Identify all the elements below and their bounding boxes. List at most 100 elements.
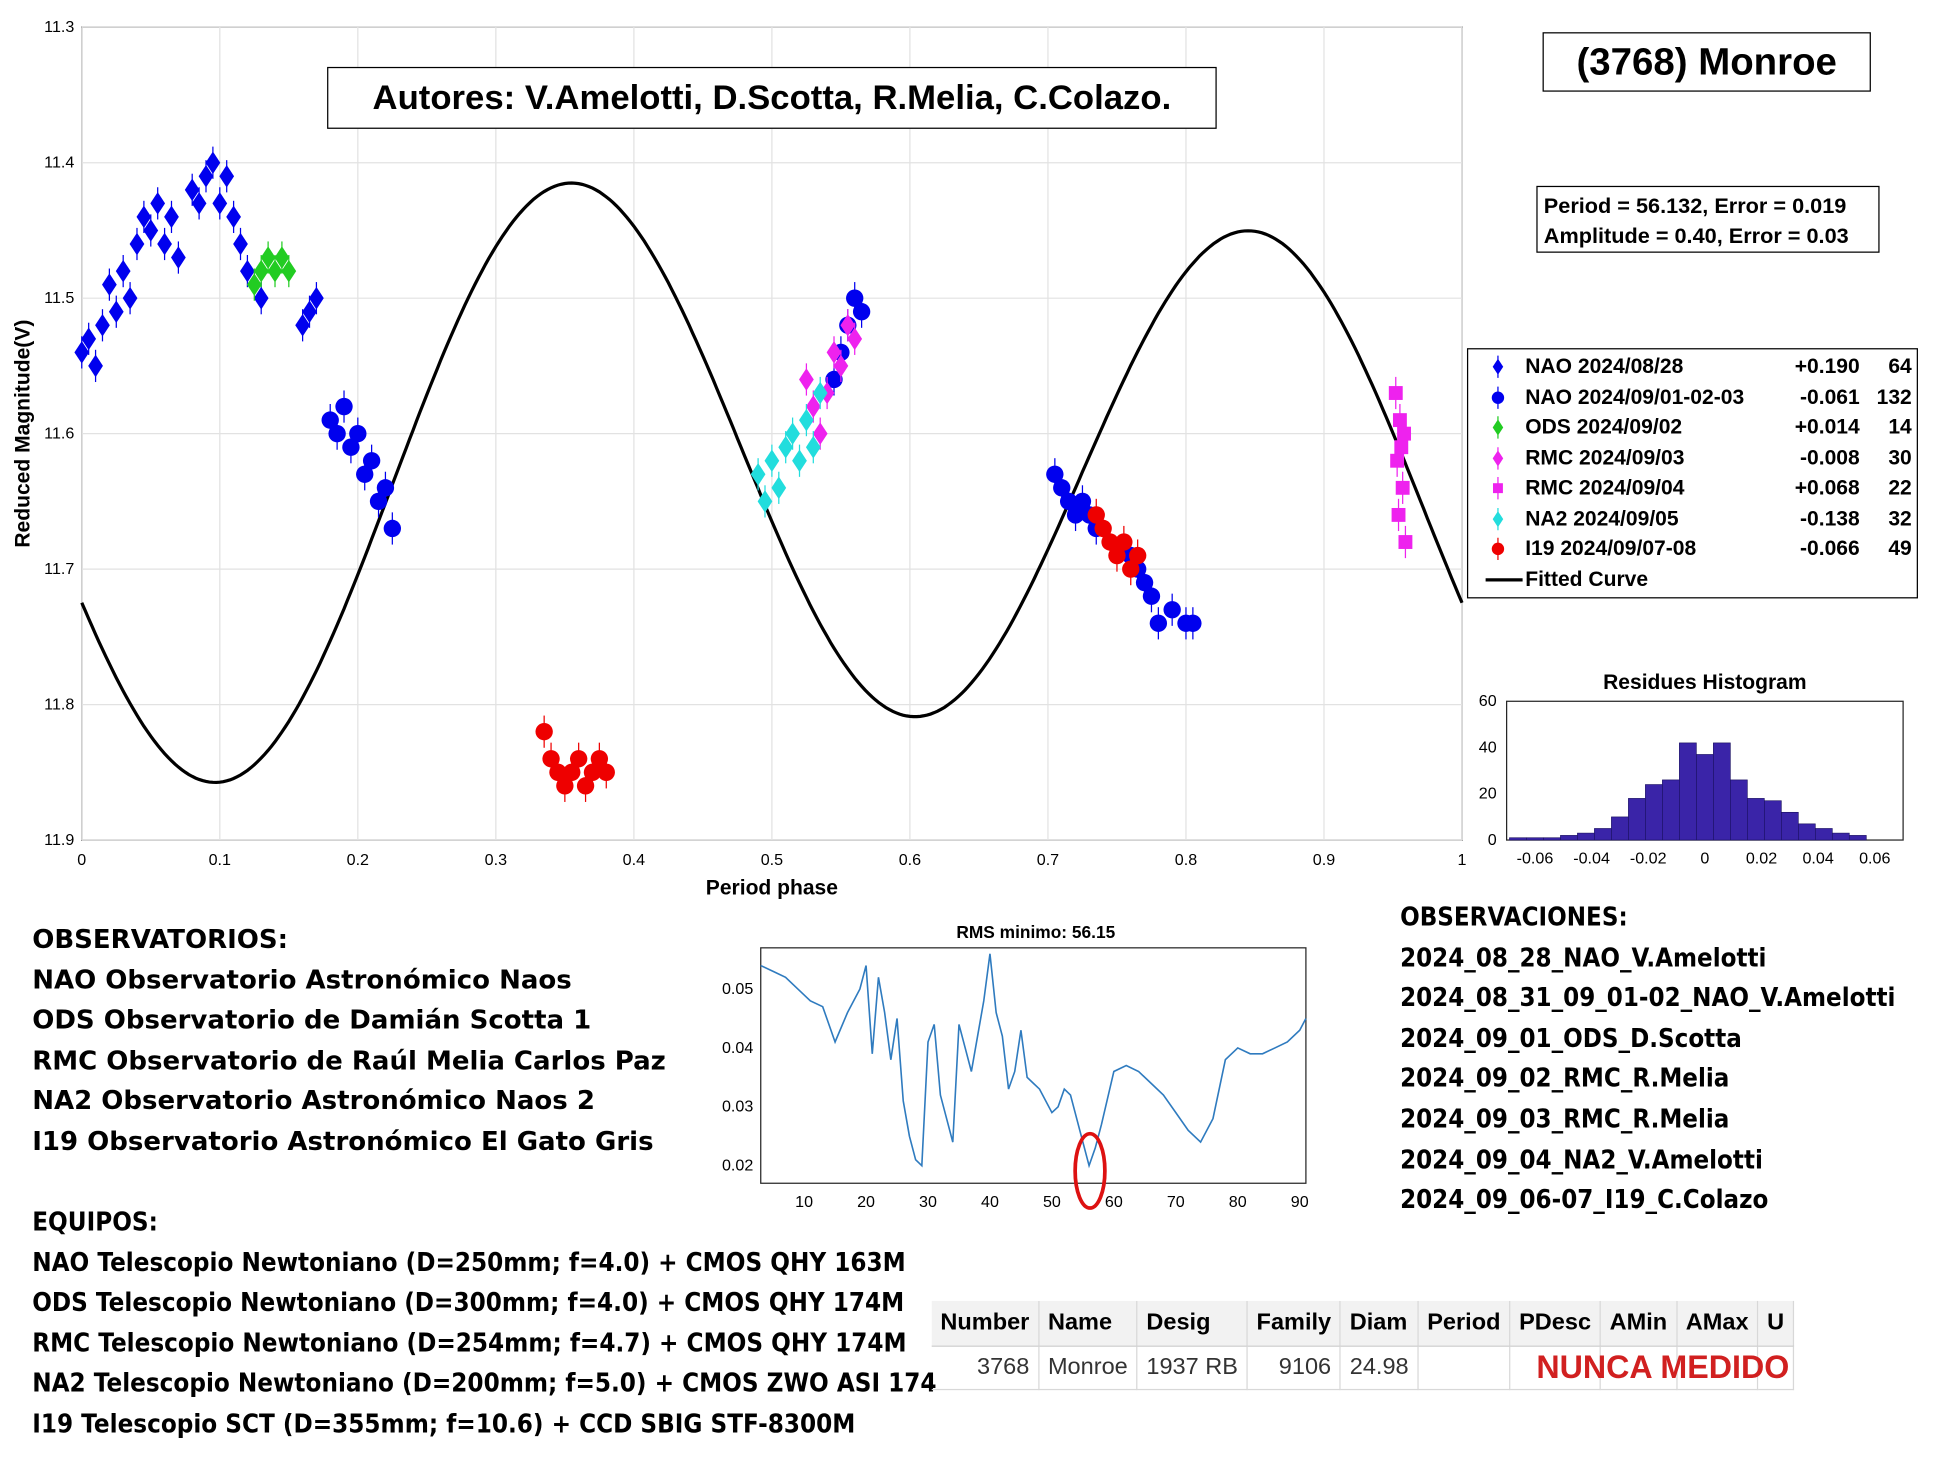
table-cell [1757, 1346, 1795, 1391]
periodogram-x-tick-label: 50 [1043, 1193, 1061, 1211]
hist-x-tick-label: 0.06 [1859, 850, 1890, 868]
hist-x-tick-label: -0.04 [1573, 850, 1610, 868]
periodogram-x-tick-label: 30 [919, 1193, 937, 1211]
data-point [321, 411, 339, 429]
x-tick-label: 0.9 [1313, 851, 1335, 869]
histogram-bar [1662, 779, 1680, 841]
histogram-ticks: -0.06 -0.04 -0.02 0 0.02 0.04 0.06 0 20 40 60 [1479, 692, 1891, 867]
table-header: Family [1247, 1300, 1342, 1347]
data-point [812, 422, 828, 445]
histogram-bar [1679, 742, 1697, 841]
periodogram-x-tick-label: 40 [981, 1193, 999, 1211]
data-point [362, 452, 381, 470]
table-cell: Monroe [1038, 1346, 1138, 1391]
table-row: 3768 Monroe 1937 RB 9106 24.98 [931, 1346, 1795, 1391]
data-point [349, 424, 367, 443]
data-point [219, 164, 235, 188]
data-point [1053, 479, 1071, 497]
x-tick-label: 0.3 [485, 851, 507, 869]
data-point [1142, 587, 1161, 605]
x-tick-label: 0.1 [209, 851, 231, 869]
histogram-bar [1815, 828, 1833, 841]
observatorio-item: ODS Observatorio de Damián Scotta 1 [32, 1005, 592, 1035]
data-point [812, 381, 828, 405]
y-tick-label: 11.7 [44, 560, 74, 578]
data-point [267, 259, 283, 283]
periodogram-x-tick-label: 80 [1229, 1193, 1247, 1211]
histogram-bar [1628, 798, 1646, 841]
never-measured-note: NUNCA MEDIDO [1536, 1348, 1790, 1386]
histogram-bar [1713, 742, 1731, 841]
data-point [88, 354, 103, 378]
data-point [1135, 573, 1154, 592]
data-point [328, 424, 346, 443]
equipos-section: EQUIPOS: NAO Telescopio Newtoniano (D=25… [32, 1202, 936, 1444]
equipo-item: I19 Telescopio SCT (D=355mm; f=10.6) + C… [32, 1408, 856, 1439]
legend-offset: -0.061 [1800, 384, 1860, 409]
rms-periodogram: RMS minimo: 56.15 10 20 30 40 50 60 70 80 90 0.02… [722, 922, 1309, 1211]
data-point [764, 449, 780, 473]
x-tick-label: 0.2 [347, 851, 369, 869]
table-header: Desig [1137, 1300, 1248, 1347]
periodogram-x-tick-label: 60 [1105, 1193, 1123, 1211]
periodogram-x-tick-label: 70 [1167, 1193, 1185, 1211]
x-tick-label: 0.7 [1037, 851, 1059, 869]
legend-n: 64 [1888, 354, 1912, 378]
legend-entry: NAO 2024/08/28 +0.190 64 [1468, 352, 1917, 382]
table-header: AMin [1600, 1300, 1678, 1347]
data-point [1392, 413, 1407, 428]
histogram-bar [1730, 779, 1748, 841]
observacion-item: 2024_08_28_NAO_V.Amelotti [1400, 942, 1767, 973]
data-point [771, 476, 787, 500]
legend-entry: I19 2024/09/07-08 -0.066 49 [1468, 534, 1917, 564]
data-point [335, 397, 353, 416]
legend-n: 132 [1876, 384, 1912, 409]
data-point [1163, 601, 1181, 619]
table-header: PDesc [1509, 1300, 1601, 1347]
histogram-bar [1781, 811, 1799, 841]
data-point [281, 259, 297, 283]
data-point [1395, 480, 1410, 495]
periodogram-y-tick-label: 0.02 [722, 1157, 753, 1175]
histogram-bar [1594, 828, 1612, 841]
histogram-bars [1509, 742, 1867, 841]
data-point [1397, 426, 1411, 441]
table-cell [1417, 1346, 1511, 1391]
legend-n: 49 [1888, 536, 1912, 561]
equipos-title: EQUIPOS: [32, 1206, 158, 1237]
rms-minimum-marker [1073, 1131, 1107, 1210]
histogram-bar [1645, 784, 1663, 841]
periodogram-title: RMS minimo: 56.15 [956, 922, 1115, 942]
equipo-item: NA2 Telescopio Newtoniano (D=200mm; f=5.… [32, 1368, 937, 1399]
data-point [253, 286, 269, 310]
legend-name: ODS 2024/09/02 [1525, 415, 1683, 439]
hist-x-tick-label: 0 [1700, 850, 1709, 868]
data-point [205, 151, 221, 174]
observacion-item: 2024_09_03_RMC_R.Melia [1400, 1103, 1730, 1134]
data-point [549, 763, 567, 781]
data-point [253, 259, 269, 283]
data-point [1149, 614, 1168, 632]
y-tick-label: 11.5 [44, 289, 74, 307]
legend-symbol [1491, 390, 1505, 404]
legend-entry: Fitted Curve [1468, 564, 1917, 594]
x-tick-label: 0.4 [623, 851, 645, 869]
legend-offset: -0.066 [1800, 536, 1860, 561]
data-point [1128, 546, 1147, 565]
legend-entry: ODS 2024/09/02 +0.014 14 [1468, 413, 1917, 443]
data-point [376, 479, 395, 497]
observatorio-item: NA2 Observatorio Astronómico Naos 2 [32, 1085, 595, 1116]
legend-symbol [1492, 449, 1504, 466]
residues-histogram: Residues Histogram -0.06 -0.04 -0.02 0 0.02 0… [1479, 671, 1904, 868]
legend-name: NAO 2024/08/28 [1525, 354, 1684, 378]
mpc-lightcurve-table: Number Name Desig Family Diam Period PDe… [931, 1300, 1795, 1391]
histogram-bar [1543, 837, 1561, 841]
data-point [556, 777, 574, 795]
observatorios-title: OBSERVATORIOS: [32, 924, 289, 955]
legend-n: 32 [1888, 506, 1912, 530]
legend-symbol [1492, 510, 1504, 527]
table-header: Number [931, 1300, 1040, 1347]
legend-marker [1492, 507, 1504, 530]
legend-n: 22 [1888, 475, 1912, 500]
